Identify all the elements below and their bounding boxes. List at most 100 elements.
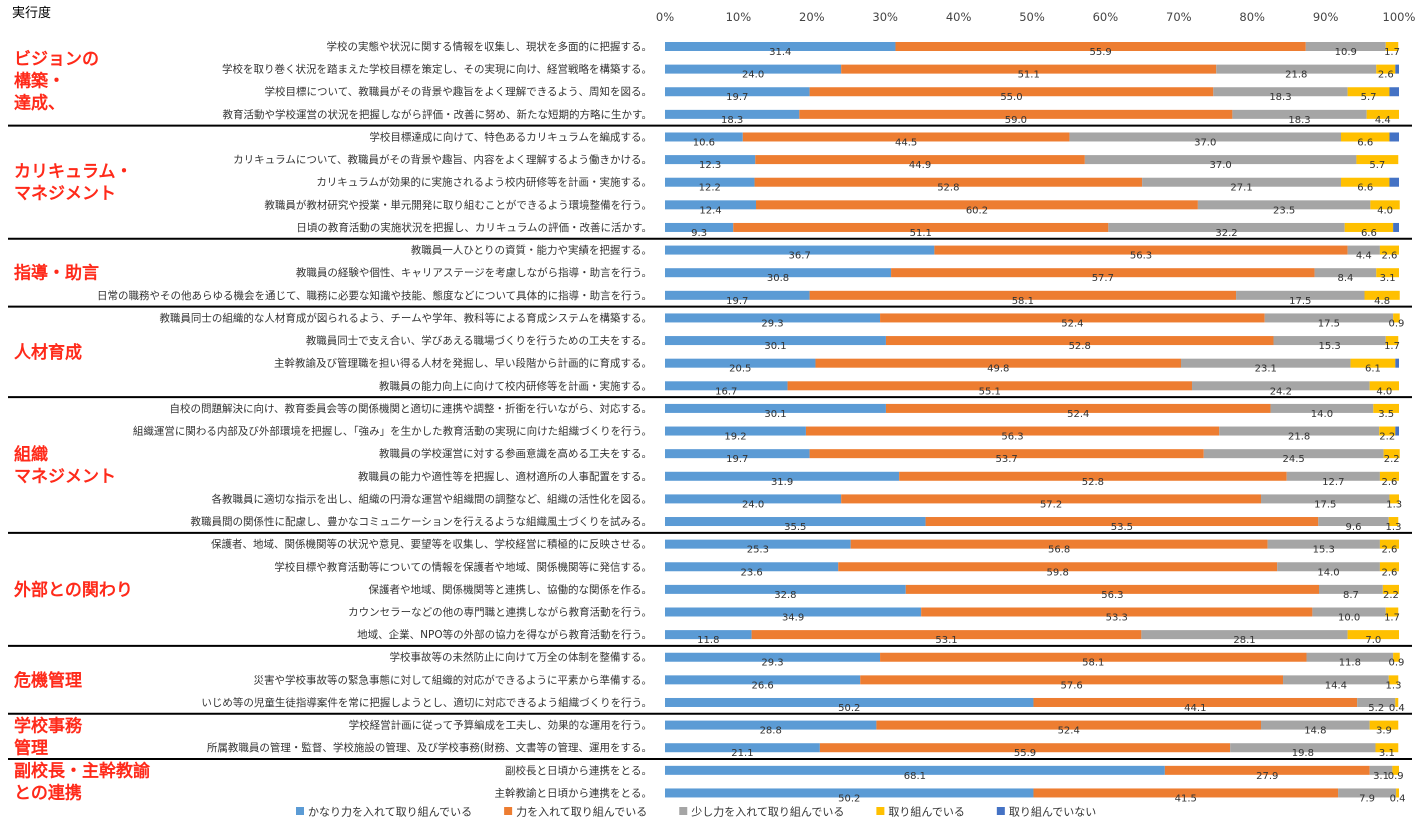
category-label: 教職員の能力や適性等を把握し、適材適所の人事配置をする。 <box>358 470 652 483</box>
bar-segment <box>1379 426 1396 436</box>
bar-segment <box>1142 177 1342 187</box>
bar-segment <box>880 313 1265 323</box>
category-label: 日頃の教育活動の実施状況を把握し、カリキュラムの評価・改善に活かす。 <box>296 221 652 234</box>
x-tick-label: 10% <box>726 10 752 24</box>
category-label: 教職員同士で支え合い、学びあえる職場づくりを行うための工夫をする。 <box>306 334 652 347</box>
data-label: 57.2 <box>1040 499 1062 510</box>
data-label: 3.1 <box>1380 273 1396 284</box>
bar-segment <box>1347 87 1390 97</box>
data-label: 52.8 <box>1082 477 1104 488</box>
bar-segment <box>1357 697 1396 707</box>
bar-segment <box>1141 630 1348 640</box>
bar-segment <box>1383 449 1400 459</box>
category-label: 学校目標について、教職員がその背景や趣旨をよく理解できるよう、周知を図る。 <box>265 85 652 98</box>
bar-segment <box>1283 675 1389 685</box>
bar-segment <box>1393 652 1400 662</box>
bar-segment <box>1370 200 1400 210</box>
data-label: 56.8 <box>1048 545 1070 556</box>
category-label: 保護者や地域、関係機関等と連携し、協働的な関係を作る。 <box>369 583 653 596</box>
group-label: 学校事務 <box>14 715 83 736</box>
bar-segment <box>1341 177 1390 187</box>
data-label: 52.4 <box>1067 409 1089 420</box>
bar-segment <box>809 449 1204 459</box>
bar-segment <box>809 290 1237 300</box>
bar-segment <box>1393 222 1399 232</box>
data-label: 7.9 <box>1359 793 1375 804</box>
data-label: 6.6 <box>1361 228 1377 239</box>
category-label: 教職員間の関係性に配慮し、豊かなコミュニケーションを行えるような組織風土づくりを… <box>191 515 652 528</box>
data-label: 23.5 <box>1273 205 1295 216</box>
bar-segment <box>1388 675 1399 685</box>
data-label: 37.0 <box>1210 160 1232 171</box>
group-label: との連携 <box>14 783 82 804</box>
data-label: 50.2 <box>838 793 860 804</box>
bar-segment <box>1393 313 1400 323</box>
bar-segment <box>665 132 743 142</box>
data-label: 14.4 <box>1325 680 1347 691</box>
bar-segment <box>1385 42 1399 51</box>
data-label: 49.8 <box>987 364 1009 375</box>
data-label: 60.2 <box>966 205 988 216</box>
bar-segment <box>1318 584 1383 594</box>
category-label: 災害や学校事故等の緊急事態に対して組織的対応ができるように平素から準備する。 <box>254 673 652 686</box>
bar-segment <box>665 336 886 346</box>
legend-label: 取り組んでいる <box>888 806 964 819</box>
category-label: 日常の職務やその他あらゆる機会を通じて、職務に必要な知識や技能、態度などについて… <box>97 289 652 302</box>
bar-segment <box>1396 788 1399 798</box>
bar-segment <box>885 403 1271 413</box>
category-label: カリキュラムが効果的に実施されるよう校内研修等を計画・実施する。 <box>316 176 652 189</box>
group-label: 人材育成 <box>14 342 82 363</box>
data-label: 0.9 <box>1388 658 1404 669</box>
bar-segment <box>665 381 788 391</box>
bar-segment <box>665 358 816 368</box>
data-label: 5.7 <box>1361 92 1377 103</box>
legend-label: 少し力を入れて取り組んでいる <box>691 806 844 819</box>
data-label: 68.1 <box>904 771 926 782</box>
bar-segment <box>665 313 881 323</box>
bar-segment <box>1306 652 1394 662</box>
bar-segment <box>891 268 1315 278</box>
data-label: 26.6 <box>751 680 773 691</box>
bar-segment <box>1389 132 1399 142</box>
bar-segment <box>1286 471 1380 481</box>
data-label: 6.1 <box>1365 364 1381 375</box>
data-label: 17.5 <box>1318 318 1340 329</box>
data-label: 30.1 <box>764 409 786 420</box>
data-label: 0.4 <box>1390 793 1406 804</box>
bar-segment <box>1344 222 1394 232</box>
bar-segment <box>860 675 1284 685</box>
bar-segment <box>665 743 820 753</box>
legend-label: 力を入れて取り組んでいる <box>516 806 647 819</box>
group-label: 指導・助言 <box>14 263 99 284</box>
data-label: 57.6 <box>1061 680 1083 691</box>
bar-segment <box>1379 562 1399 572</box>
group-label: カリキュラム・ <box>14 162 133 182</box>
bar-segment <box>1264 313 1394 323</box>
data-label: 1.7 <box>1384 341 1400 352</box>
data-label: 16.7 <box>715 386 737 397</box>
data-label: 19.7 <box>726 454 748 465</box>
bar-segment <box>899 471 1287 481</box>
data-label: 41.5 <box>1175 793 1197 804</box>
data-label: 0.4 <box>1389 703 1405 714</box>
category-label: 学校目標達成に向けて、特色あるカリキュラムを編成する。 <box>369 130 652 143</box>
x-tick-label: 0% <box>656 10 674 24</box>
group-label: 管理 <box>14 737 48 758</box>
data-label: 14.0 <box>1311 409 1333 420</box>
data-label: 29.3 <box>761 318 783 329</box>
bar-segment <box>1395 426 1399 436</box>
data-label: 30.8 <box>767 273 789 284</box>
bar-segment <box>1181 358 1351 368</box>
data-label: 12.4 <box>699 205 721 216</box>
category-label: 所属教職員の管理・監督、学校施設の管理、及び学校事務(財務、文書等の管理、運用を… <box>207 741 652 754</box>
category-label: 教職員一人ひとりの資質・能力や実績を把握する。 <box>411 244 652 257</box>
data-label: 27.1 <box>1230 183 1252 194</box>
bar-segment <box>665 403 886 413</box>
data-label: 14.8 <box>1304 726 1326 737</box>
data-label: 19.7 <box>726 92 748 103</box>
bar-segment <box>921 607 1313 617</box>
bar-segment <box>1261 720 1370 730</box>
data-label: 5.2 <box>1368 703 1384 714</box>
bar-segment <box>1203 449 1384 459</box>
